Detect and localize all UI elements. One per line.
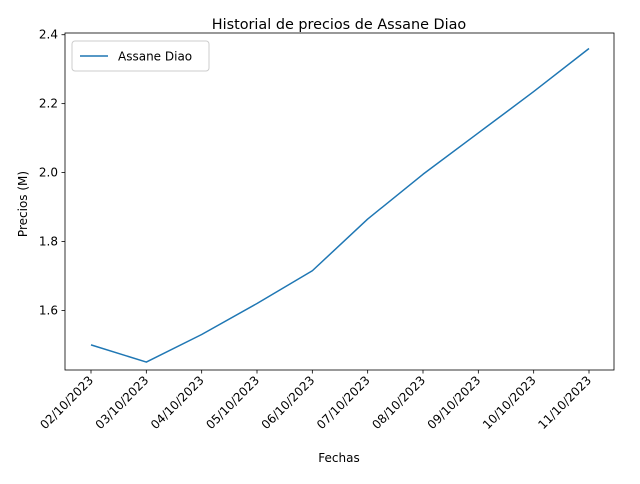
chart-title: Historial de precios de Assane Diao [212, 17, 467, 33]
y-tick-label: 1.8 [39, 234, 58, 248]
legend-label: Assane Diao [118, 50, 192, 64]
y-tick-label: 2.0 [39, 166, 58, 180]
y-tick-label: 2.2 [39, 97, 58, 111]
y-tick-label: 1.6 [39, 303, 58, 317]
plot-frame [64, 32, 615, 371]
legend-box [71, 40, 210, 72]
x-axis-label: Fechas [318, 451, 359, 465]
series-line-assane-diao [90, 47, 590, 363]
y-tick-label: 2.4 [39, 28, 58, 42]
y-axis-label: Precios (M) [16, 171, 30, 237]
